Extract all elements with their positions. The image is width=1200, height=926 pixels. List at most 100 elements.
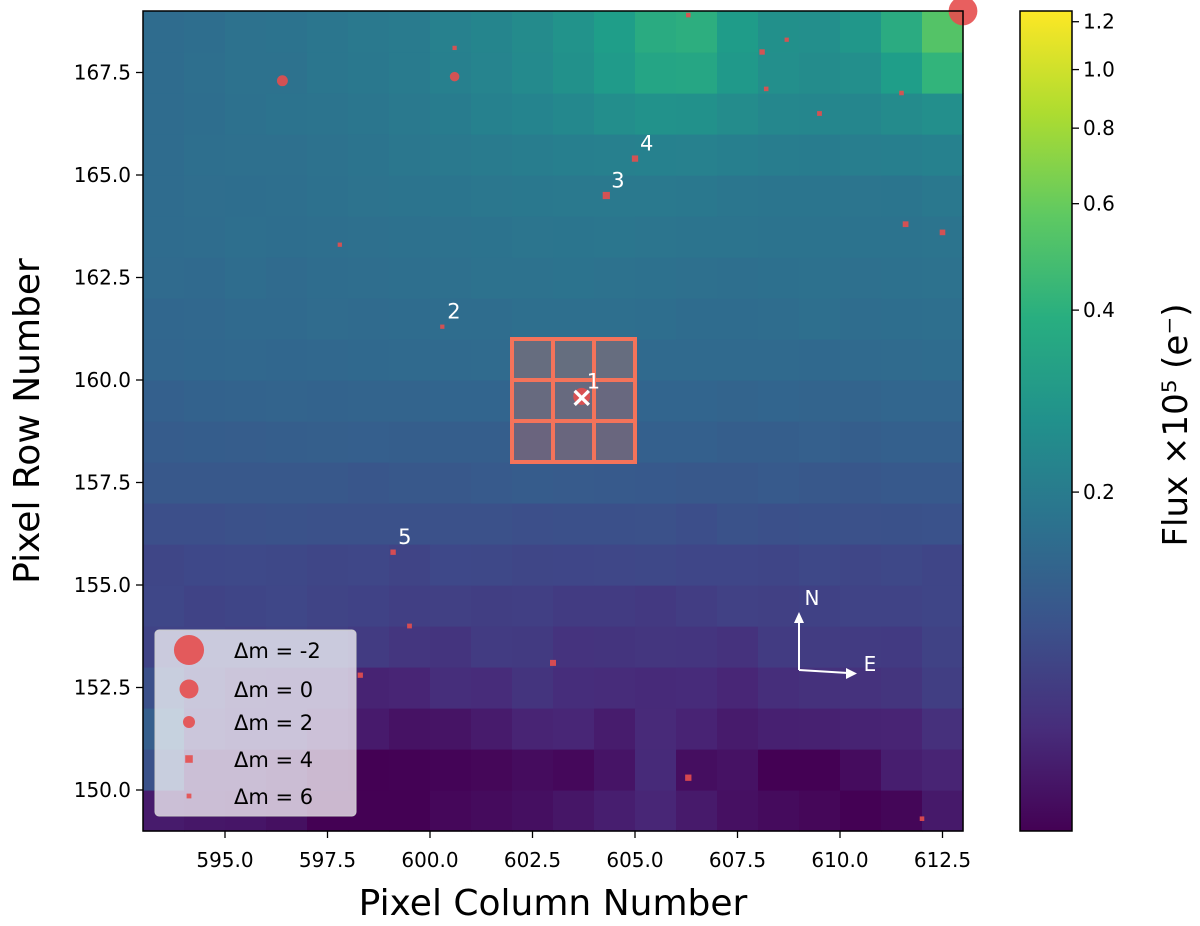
pixel-cell [676,298,718,340]
pixel-cell [922,585,964,627]
pixel-cell [225,52,267,94]
source-marker [919,816,925,821]
pixel-cell [430,503,472,545]
pixel-cell [799,421,841,463]
pixel-cell [471,298,513,340]
pixel-cell [758,298,800,340]
pixel-cell [553,134,595,176]
source-marker [899,90,904,96]
colorbar-gradient [1019,10,1073,832]
pixel-cell [594,749,636,791]
pixel-cell [348,380,390,422]
pixel-cell [471,52,513,94]
source-marker [686,12,691,18]
pixel-cell [307,380,349,422]
pixel-cell [348,175,390,217]
pixel-cell [266,298,308,340]
pixel-cell [143,52,185,94]
pixel-cell [430,52,472,94]
pixel-cell [799,503,841,545]
pixel-cell [143,216,185,258]
pixel-cell [348,93,390,135]
compass-east-label: E [864,652,877,676]
pixel-cell [184,462,226,504]
pixel-cell [594,790,636,832]
pixel-cell [758,216,800,258]
pixel-cell [676,503,718,545]
pixel-cell [471,257,513,299]
pixel-cell [471,708,513,750]
pixel-cell [594,585,636,627]
pixel-cell [225,585,267,627]
pixel-cell [881,257,923,299]
pixel-cell [717,421,759,463]
pixel-cell [430,626,472,668]
y-tick-label: 160.0 [74,368,131,392]
pixel-cell [553,790,595,832]
pixel-cell [717,257,759,299]
pixel-cell [594,421,636,463]
pixel-cell [840,175,882,217]
pixel-cell [594,339,636,381]
aperture-pixel [592,378,637,423]
pixel-cell [512,134,554,176]
legend-label: Δm = 4 [234,748,313,772]
pixel-cell [717,585,759,627]
pixel-cell [430,462,472,504]
compass-north-label: N [805,586,820,610]
pixel-cell [799,52,841,94]
pixel-cell [676,339,718,381]
pixel-cell [717,544,759,586]
source-marker [440,324,445,329]
pixel-cell [676,52,718,94]
source-marker [685,774,692,781]
pixel-cell [184,216,226,258]
pixel-cell [881,298,923,340]
pixel-cell [635,298,677,340]
pixel-cell [635,790,677,832]
pixel-cell [225,380,267,422]
pixel-cell [348,257,390,299]
pixel-cell [881,216,923,258]
pixel-cell [758,339,800,381]
pixel-cell [512,257,554,299]
pixel-cell [881,11,923,53]
pixel-cell [881,380,923,422]
pixel-cell [881,175,923,217]
pixel-cell [143,11,185,53]
pixel-cell [553,708,595,750]
y-tick-label: 152.5 [74,676,131,700]
pixel-cell [430,790,472,832]
pixel-cell [881,544,923,586]
pixel-cell [143,585,185,627]
pixel-cell [184,52,226,94]
pixel-cell [348,11,390,53]
pixel-cell [143,134,185,176]
pixel-cell [717,175,759,217]
pixel-cell [389,257,431,299]
pixel-cell [184,11,226,53]
pixel-cell [676,175,718,217]
pixel-cell [758,380,800,422]
y-tick-label: 162.5 [74,266,131,290]
pixel-cell [922,216,964,258]
x-tick-label: 600.0 [401,848,458,872]
pixel-cell [799,11,841,53]
pixel-cell [389,749,431,791]
pixel-cell [553,503,595,545]
source-label: 5 [398,525,411,549]
pixel-cell [758,708,800,750]
pixel-cell [758,257,800,299]
pixel-cell [717,503,759,545]
pixel-cell [184,257,226,299]
pixel-cell [348,339,390,381]
pixel-cell [389,667,431,709]
pixel-cell [717,11,759,53]
pixel-cell [143,339,185,381]
pixel-cell [389,175,431,217]
pixel-cell [471,790,513,832]
pixel-cell [225,134,267,176]
legend: Δm = -2 Δm = 0 Δm = 2 Δm = 4 Δm = 6 [154,629,357,817]
compass-rose: N E [794,586,876,679]
pixel-cell [635,544,677,586]
